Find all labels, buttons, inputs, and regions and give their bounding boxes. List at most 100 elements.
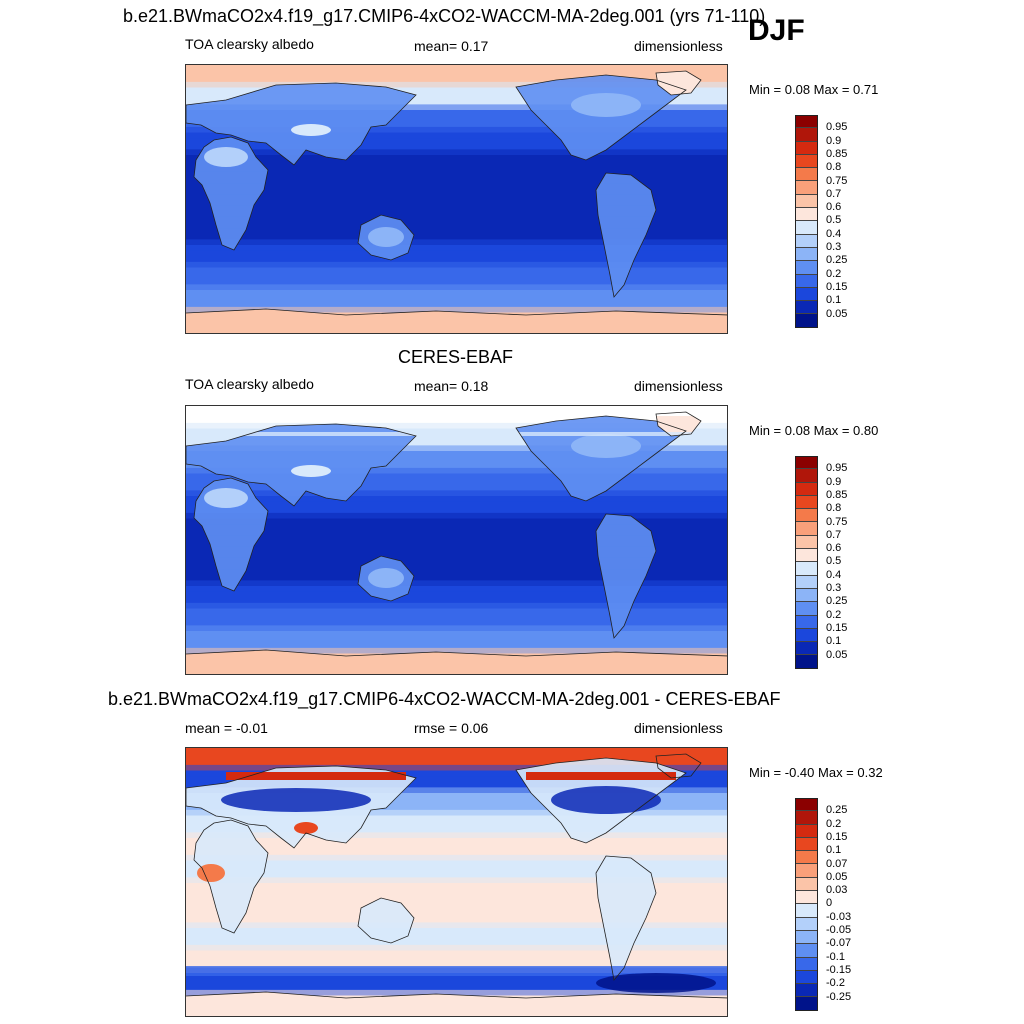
colorbar-swatch [795,877,818,892]
colorbar-frame [795,115,818,328]
colorbar-swatch [795,456,818,470]
colorbar-swatch [795,957,818,971]
colorbar-swatch [795,301,818,315]
colorbar-swatch [795,628,818,643]
panel-title: CERES-EBAF [398,347,514,367]
colorbar [795,115,818,328]
colorbar-swatch [795,128,818,142]
colorbar-swatch [795,891,818,905]
colorbar-swatch [795,602,818,616]
colorbar-swatch [795,642,818,656]
colorbar-tick-label: 0.4 [826,568,842,581]
colorbar-tick-label: 0.2 [826,608,842,621]
colorbar-tick-label: 0.7 [826,528,842,541]
mean-label: mean= 0.18 [414,378,489,394]
colorbar-swatch [795,904,818,918]
colorbar-swatch [795,287,818,302]
colorbar-swatch [795,495,818,510]
units-label: dimensionless [634,378,723,394]
map-model [185,64,728,334]
colorbar-tick-label: 0.2 [826,817,842,830]
units-label: dimensionless [634,720,723,736]
colorbar-swatch [795,234,818,248]
colorbar-tick-label: 0.5 [826,555,842,568]
colorbar-swatch [795,261,818,275]
colorbar-tick-label: -0.05 [826,924,852,936]
colorbar-swatch [795,221,818,235]
colorbar-tick-label: -0.1 [826,950,845,963]
colorbar-swatch [795,115,818,129]
colorbar-tick-label: 0.1 [826,635,842,648]
colorbar-swatch [795,247,818,262]
map-diff [185,747,728,1017]
rmse-label: rmse = 0.06 [414,720,489,736]
colorbar-frame [795,798,818,1011]
colorbar-tick-label: 0.85 [826,488,848,501]
colorbar-tick-label: 0.07 [826,857,848,870]
variable-label: TOA clearsky albedo [185,376,314,392]
colorbar-tick-label: 0.6 [826,201,842,214]
colorbar-swatch [795,588,818,603]
colorbar-swatch [795,154,818,169]
colorbar-frame [795,456,818,669]
colorbar-swatch [795,194,818,209]
mean-label: mean= 0.17 [414,38,489,54]
colorbar-swatch [795,930,818,945]
colorbar-swatch [795,535,818,550]
colorbar-swatch [795,575,818,589]
colorbar-swatch [795,469,818,483]
units-label: dimensionless [634,38,723,54]
colorbar-tick-label: 0.15 [826,280,848,293]
minmax-label: Min = -0.40 Max = 0.32 [749,765,883,780]
colorbar-swatch [795,208,818,222]
colorbar-tick-label: -0.25 [826,990,852,1003]
colorbar-tick-label: -0.07 [826,937,852,950]
colorbar [795,456,818,669]
colorbar-tick-label: 0.75 [826,515,848,528]
colorbar-swatch [795,482,818,496]
colorbar-swatch [795,944,818,958]
colorbar-tick-label: 0.7 [826,187,842,200]
minmax-label: Min = 0.08 Max = 0.71 [749,82,879,97]
colorbar-tick-label: 0 [826,897,833,910]
colorbar-tick-label: 0.4 [826,227,842,240]
colorbar-swatch [795,522,818,536]
colorbar-swatch [795,864,818,878]
panel-title: b.e21.BWmaCO2x4.f19_g17.CMIP6-4xCO2-WACC… [123,6,766,26]
colorbar-tick-label: 0.05 [826,870,848,883]
diff-mean-label: mean = -0.01 [185,720,268,736]
colorbar-tick-label: 0.25 [826,804,848,817]
colorbar-swatch [795,141,818,155]
colorbar-swatch [795,168,818,182]
colorbar-tick-label: 0.6 [826,542,842,555]
colorbar-swatch [795,549,818,563]
colorbar-tick-label: 0.3 [826,582,842,594]
colorbar-swatch [795,851,818,865]
colorbar-tick-label: 0.05 [826,648,848,661]
season-label: DJF [748,14,805,47]
colorbar-tick-label: 0.9 [826,475,842,488]
colorbar [795,798,818,1011]
colorbar-tick-label: 0.2 [826,267,842,280]
colorbar-tick-label: 0.75 [826,174,848,187]
colorbar-swatch [795,917,818,931]
colorbar-swatch [795,509,818,523]
panel-title: b.e21.BWmaCO2x4.f19_g17.CMIP6-4xCO2-WACC… [108,689,781,709]
colorbar-tick-label: -0.15 [826,963,852,976]
colorbar-tick-label: 0.95 [826,121,848,134]
colorbar-tick-label: 0.85 [826,147,848,160]
colorbar-swatch [795,274,818,288]
map-obs [185,405,728,675]
colorbar-swatch [795,984,818,998]
colorbar-tick-label: -0.2 [826,977,845,990]
colorbar-swatch [795,615,818,629]
colorbar-swatch [795,811,818,825]
colorbar-tick-label: 0.25 [826,254,848,267]
variable-label: TOA clearsky albedo [185,36,314,52]
colorbar-tick-label: -0.03 [826,910,852,923]
colorbar-tick-label: 0.8 [826,502,842,515]
colorbar-swatch [795,837,818,852]
colorbar-tick-label: 0.3 [826,241,842,253]
colorbar-tick-label: 0.1 [826,844,842,857]
colorbar-tick-label: 0.9 [826,134,842,147]
